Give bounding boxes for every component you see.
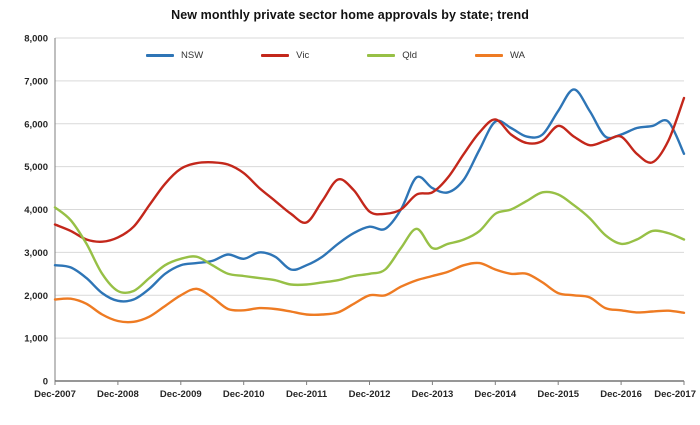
svg-text:6,000: 6,000 (24, 119, 48, 130)
svg-text:7,000: 7,000 (24, 76, 48, 87)
svg-text:Dec-2007: Dec-2007 (34, 389, 76, 400)
legend-item-qld: Qld (367, 50, 417, 61)
svg-text:Dec-2016: Dec-2016 (600, 389, 642, 400)
svg-text:2,000: 2,000 (24, 291, 48, 302)
chart-title: New monthly private sector home approval… (171, 8, 529, 22)
svg-text:8,000: 8,000 (24, 34, 48, 45)
svg-text:4,000: 4,000 (24, 205, 48, 216)
svg-text:Dec-2009: Dec-2009 (160, 389, 202, 400)
svg-text:Dec-2013: Dec-2013 (412, 389, 454, 400)
legend-item-vic: Vic (261, 50, 309, 61)
legend-item-wa: WA (475, 50, 525, 61)
svg-text:3,000: 3,000 (24, 248, 48, 259)
legend-label-nsw: NSW (181, 50, 204, 61)
svg-text:Dec-2011: Dec-2011 (286, 389, 328, 400)
legend-label-wa: WA (510, 50, 525, 61)
svg-text:1,000: 1,000 (24, 334, 48, 345)
svg-text:Dec-2017: Dec-2017 (654, 389, 696, 400)
legend-label-vic: Vic (296, 50, 310, 61)
legend-item-nsw: NSW (146, 50, 203, 61)
svg-text:0: 0 (43, 377, 48, 388)
svg-text:Dec-2010: Dec-2010 (223, 389, 265, 400)
vic-line-swatch-icon (261, 54, 290, 57)
wa-line-swatch-icon (475, 54, 503, 57)
svg-text:Dec-2012: Dec-2012 (349, 389, 391, 400)
svg-text:Dec-2014: Dec-2014 (474, 389, 516, 400)
svg-text:Dec-2008: Dec-2008 (97, 389, 139, 400)
legend-label-qld: Qld (402, 50, 417, 61)
chart-legend: NSW Vic Qld WA (146, 50, 525, 61)
svg-text:Dec-2015: Dec-2015 (537, 389, 579, 400)
nsw-line-swatch-icon (146, 54, 174, 57)
qld-line-swatch-icon (367, 54, 396, 57)
svg-text:5,000: 5,000 (24, 162, 48, 173)
